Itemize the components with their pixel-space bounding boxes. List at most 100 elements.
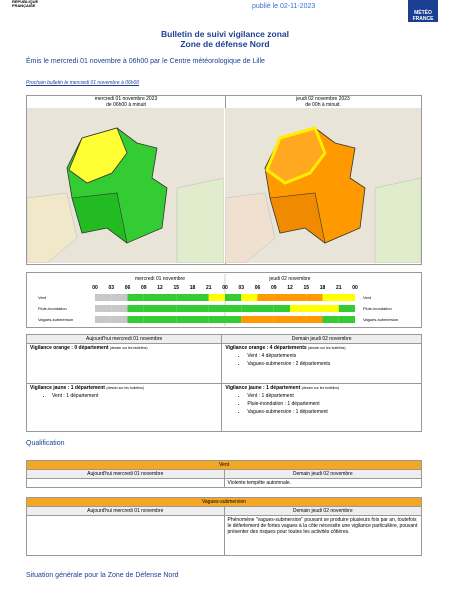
hour-label: 15 <box>303 285 309 291</box>
qualification-table: Vagues-submersion Aujourd'hui mercredi 0… <box>26 497 422 556</box>
item: Vent : 1 département <box>247 393 418 399</box>
title: Bulletin de suivi vigilance zonal Zone de… <box>0 29 450 49</box>
map-left <box>27 108 224 263</box>
note: (dessin sur les bulletins) <box>106 386 144 390</box>
map-day: mercredi 01 novembre 2023 <box>94 96 158 102</box>
row-label: Vent <box>38 295 47 300</box>
map-right <box>225 108 421 263</box>
item: Vent : 4 départements <box>247 353 418 359</box>
situation: Situation générale pour la Zone de Défen… <box>26 572 179 579</box>
logo: MÉTÉO FRANCE <box>408 0 438 22</box>
timeline-slot <box>160 316 177 323</box>
qualification-title: Qualification <box>26 440 65 447</box>
cell <box>26 478 225 488</box>
timeline-slot <box>127 305 144 312</box>
cell: Vigilance orange : 0 département (dessin… <box>25 343 223 384</box>
timeline-slot <box>127 316 144 323</box>
timeline-slot <box>95 316 112 323</box>
col-header: Aujourd'hui mercredi 01 novembre <box>26 469 225 479</box>
day-label: jeudi 02 novembre <box>268 276 310 282</box>
row-label: Vagues-submersion <box>38 317 73 322</box>
timeline-slot <box>127 294 144 301</box>
map-panel: jeudi 02 novembre 2023 de 00h à minuit. <box>225 96 421 264</box>
row-label: Pluie-inondation <box>38 306 67 311</box>
item: Vagues-submersion : 2 départements <box>247 361 418 367</box>
timeline-slot <box>143 305 160 312</box>
col-header: Demain jeudi 02 novembre <box>221 334 422 344</box>
vigilance-table: Aujourd'hui mercredi 01 novembre Demain j… <box>25 334 422 432</box>
timeline-slot <box>338 294 355 301</box>
hour-label: 21 <box>206 285 212 291</box>
timeline-slot <box>241 316 258 323</box>
hour-label: 09 <box>141 285 147 291</box>
hour-label: 00 <box>92 285 98 291</box>
hour-label: 18 <box>320 285 326 291</box>
timeline-slot <box>192 294 209 301</box>
section-header: Vent <box>26 460 422 470</box>
republique: RÉPUBLIQUE FRANÇAISE <box>12 0 39 8</box>
timeline-slot <box>257 316 274 323</box>
map-period: de 06h00 à minuit <box>106 102 146 108</box>
timeline-slot <box>273 316 290 323</box>
col-header: Aujourd'hui mercredi 01 novembre <box>26 506 225 516</box>
timeline-slot <box>143 294 160 301</box>
hour-label: 09 <box>271 285 277 291</box>
cell: Vigilance jaune : 1 département (dessin … <box>221 383 422 432</box>
col-header: Aujourd'hui mercredi 01 novembre <box>25 334 223 344</box>
timeline-slot <box>160 305 177 312</box>
item: Pluie-inondation : 1 département <box>247 401 418 407</box>
map-period: de 00h à minuit. <box>305 102 341 108</box>
row-label: Vent <box>363 295 372 300</box>
hour-label: 21 <box>336 285 342 291</box>
map-day: jeudi 02 novembre 2023 <box>296 96 350 102</box>
timeline-slot <box>192 305 209 312</box>
timeline: mercredi 01 novembre jeudi 02 novembre 00 0… <box>26 272 422 328</box>
row-label: Vagues-submersion <box>363 317 398 322</box>
title-line: Bulletin de suivi vigilance zonal <box>160 29 289 39</box>
timeline-slot <box>338 305 355 312</box>
timeline-slot <box>322 305 339 312</box>
hour-label: 06 <box>255 285 261 291</box>
timeline-slot <box>111 294 128 301</box>
map-caption: jeudi 02 novembre 2023 de 00h à minuit. <box>225 96 421 108</box>
timeline-slot <box>273 294 290 301</box>
item: Vagues-submersion : 1 département <box>247 409 418 415</box>
section-header: Vagues-submersion <box>26 497 422 507</box>
timeline-slot <box>95 294 112 301</box>
cell: Phénomène "vagues-submersion" pouvant se… <box>223 515 422 556</box>
timeline-slot <box>290 294 307 301</box>
emitted: Émis le mercredi 01 novembre à 06h00 par… <box>26 58 265 65</box>
timeline-slot <box>322 294 339 301</box>
timeline-slot <box>111 305 128 312</box>
timeline-slot <box>176 294 193 301</box>
qualification-table: Vent Aujourd'hui mercredi 01 novembre Dem… <box>26 460 422 488</box>
hour-label: 00 <box>352 285 358 291</box>
timeline-slot <box>306 316 323 323</box>
item: Vent : 1 département <box>52 393 218 399</box>
timeline-slot <box>225 316 242 323</box>
cell: Vigilance orange : 4 départements (dessi… <box>221 343 422 384</box>
maps: mercredi 01 novembre 2023 de 06h00 à minu… <box>26 95 422 265</box>
hour-label: 12 <box>157 285 163 291</box>
timeline-slot <box>290 305 307 312</box>
level: Vigilance orange : 4 départements <box>225 345 307 351</box>
cell: Violente tempête automnale. <box>223 478 422 488</box>
timeline-slot <box>111 316 128 323</box>
timeline-slot <box>241 305 258 312</box>
timeline-slot <box>95 305 112 312</box>
hour-label: 06 <box>125 285 131 291</box>
timeline-slot <box>192 316 209 323</box>
published: publié le 02-11-2023 <box>252 3 316 10</box>
timeline-slot <box>338 316 355 323</box>
timeline-slot <box>306 305 323 312</box>
note: (dessin sur les bulletins) <box>301 386 340 390</box>
timeline-slot <box>273 305 290 312</box>
timeline-slot <box>322 316 339 323</box>
hour-label: 03 <box>108 285 114 291</box>
hour-label: 12 <box>287 285 293 291</box>
timeline-slot <box>143 316 160 323</box>
hour-label: 03 <box>238 285 244 291</box>
col-header: Demain jeudi 02 novembre <box>223 469 422 479</box>
row-label: Pluie-inondation <box>363 306 392 311</box>
